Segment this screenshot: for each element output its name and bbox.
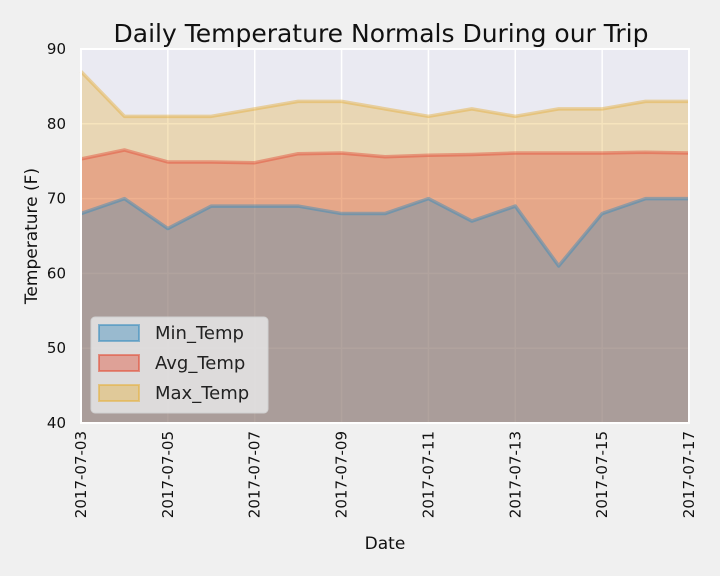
y-tick-label: 80	[47, 115, 66, 133]
legend-swatch	[98, 384, 140, 402]
y-axis-label: Temperature (F)	[22, 168, 42, 305]
legend-label: Min_Temp	[155, 323, 244, 344]
y-tick-label: 50	[47, 339, 66, 357]
x-tick-label: 2017-07-07	[246, 431, 264, 518]
x-tick-label: 2017-07-11	[419, 431, 437, 518]
x-tick-label: 2017-07-15	[593, 431, 611, 518]
line-max-temp	[79, 70, 689, 119]
legend-swatch	[98, 324, 140, 342]
y-tick-label: 90	[47, 40, 66, 58]
y-tick-label: 60	[47, 264, 66, 282]
x-tick-label: 2017-07-09	[333, 431, 351, 518]
plot-border	[80, 48, 690, 424]
line-min-temp	[80, 196, 689, 268]
x-axis-label: Date	[365, 534, 406, 554]
x-tick-label: 2017-07-17	[680, 431, 698, 518]
line-avg-temp	[80, 148, 690, 165]
x-tick-label: 2017-07-05	[159, 431, 177, 518]
x-tick-label: 2017-07-03	[72, 431, 90, 518]
legend-swatch	[98, 354, 140, 372]
y-tick-label: 40	[47, 414, 66, 432]
legend-label: Avg_Temp	[155, 353, 245, 374]
legend-label: Max_Temp	[155, 383, 249, 404]
x-tick-label: 2017-07-13	[506, 431, 524, 518]
chart-title: Daily Temperature Normals During our Tri…	[114, 19, 649, 48]
y-tick-label: 70	[47, 190, 66, 208]
legend: Min_Temp Avg_Temp Max_Temp	[90, 316, 269, 414]
